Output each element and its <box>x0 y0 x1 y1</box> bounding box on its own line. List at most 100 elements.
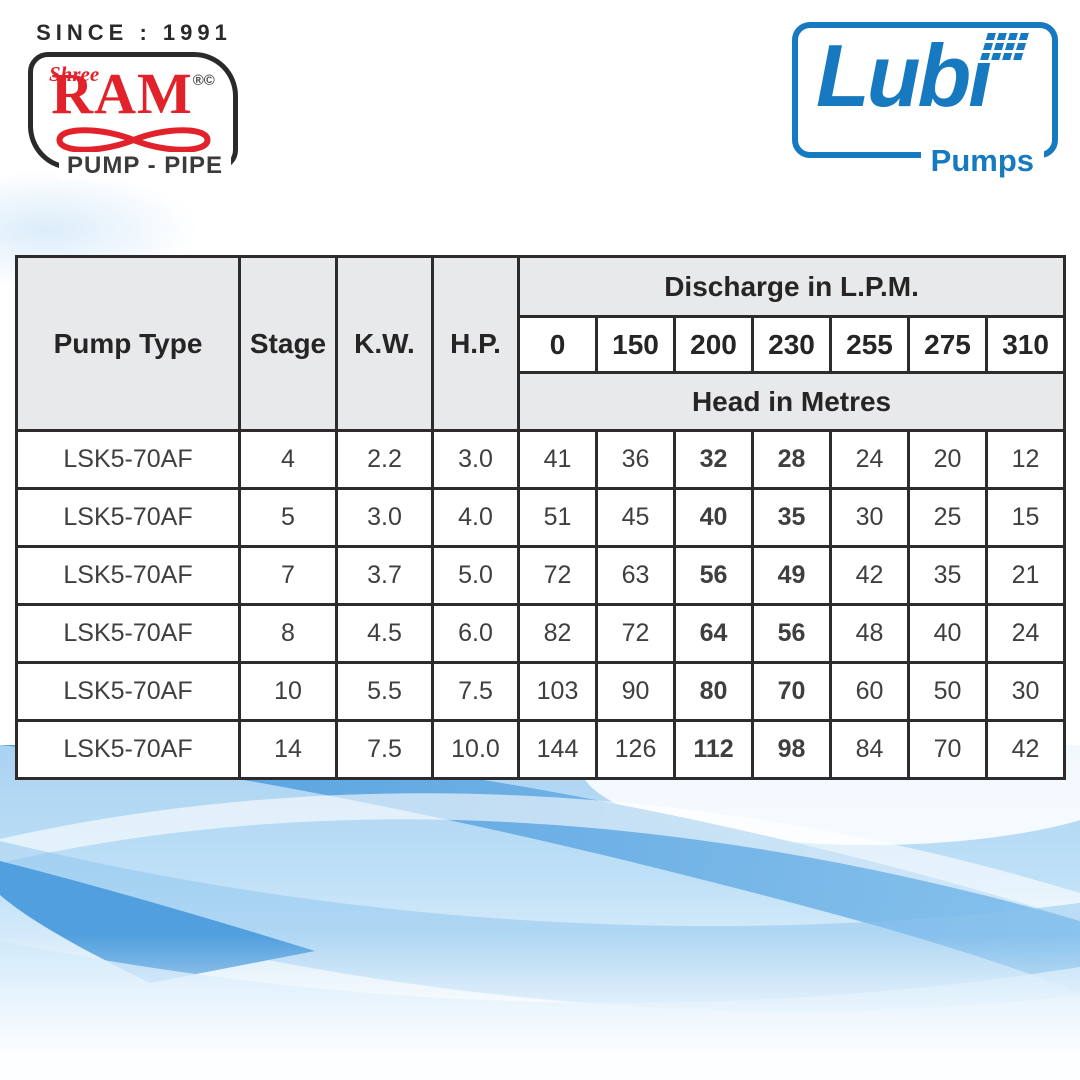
pump-type-cell: LSK5-70AF <box>15 545 241 606</box>
head-value-cell: 56 <box>673 545 754 606</box>
hp-cell: 4.0 <box>431 487 520 548</box>
discharge-tick: 150 <box>595 315 676 374</box>
head-value-cell: 45 <box>595 487 676 548</box>
head-value-cell: 70 <box>751 661 832 722</box>
table-row: LSK5-70AF 4 2.2 3.0 41 36 32 28 24 20 12 <box>15 429 1067 490</box>
table-row: LSK5-70AF 8 4.5 6.0 82 72 64 56 48 40 24 <box>15 603 1067 664</box>
kw-cell: 4.5 <box>335 603 434 664</box>
head-value-cell: 15 <box>984 487 1067 548</box>
head-value-cell: 50 <box>907 661 988 722</box>
column-header-kw: K.W. <box>335 255 434 432</box>
head-value-cell: 41 <box>517 429 598 490</box>
head-value-cell: 56 <box>751 603 832 664</box>
wave-background-graphic <box>0 745 1080 1080</box>
pump-type-cell: LSK5-70AF <box>15 487 241 548</box>
discharge-tick: 200 <box>673 315 754 374</box>
discharge-header: Discharge in L.P.M. <box>516 255 1067 318</box>
head-value-cell: 64 <box>673 603 754 664</box>
head-value-cell: 63 <box>595 545 676 606</box>
infinity-swirl-icon <box>56 127 211 153</box>
head-value-cell: 126 <box>595 719 676 780</box>
kw-cell: 7.5 <box>335 719 434 780</box>
discharge-tick: 0 <box>517 315 598 374</box>
ram-logo-box: Shree RAM®© PUMP - PIPE <box>28 52 238 180</box>
head-value-cell: 103 <box>517 661 598 722</box>
pixel-grid-icon <box>976 30 1033 63</box>
pump-type-cell: LSK5-70AF <box>15 661 241 722</box>
table-row: LSK5-70AF 7 3.7 5.0 72 63 56 49 42 35 21 <box>15 545 1067 606</box>
discharge-tick: 255 <box>829 315 910 374</box>
hp-cell: 5.0 <box>431 545 520 606</box>
ram-wordmark: RAM®© <box>51 61 215 126</box>
head-value-cell: 25 <box>907 487 988 548</box>
head-value-cell: 24 <box>829 429 910 490</box>
pumps-label: Pumps <box>920 143 1044 179</box>
column-header-hp: H.P. <box>431 255 520 432</box>
table-row: LSK5-70AF 10 5.5 7.5 103 90 80 70 60 50 30 <box>15 661 1067 722</box>
head-value-cell: 90 <box>595 661 676 722</box>
shree-script: Shree <box>49 62 100 86</box>
ram-logo: SINCE : 1991 Shree RAM®© PUMP - PIPE <box>28 20 238 180</box>
kw-cell: 3.0 <box>335 487 434 548</box>
discharge-tick: 275 <box>907 315 988 374</box>
stage-cell: 8 <box>238 603 338 664</box>
pump-pipe-tagline: PUMP - PIPE <box>59 152 231 180</box>
head-value-cell: 21 <box>984 545 1067 606</box>
head-value-cell: 24 <box>984 603 1067 664</box>
trademark-marks: ®© <box>192 72 215 89</box>
head-value-cell: 60 <box>829 661 910 722</box>
column-header-pump-type: Pump Type <box>15 255 241 432</box>
head-value-cell: 35 <box>751 487 832 548</box>
kw-cell: 5.5 <box>335 661 434 722</box>
head-value-cell: 42 <box>829 545 910 606</box>
hp-cell: 6.0 <box>431 603 520 664</box>
hp-cell: 10.0 <box>431 719 520 780</box>
head-value-cell: 51 <box>517 487 598 548</box>
hp-cell: 7.5 <box>431 661 520 722</box>
table-row: LSK5-70AF 5 3.0 4.0 51 45 40 35 30 25 15 <box>15 487 1067 548</box>
kw-cell: 3.7 <box>335 545 434 606</box>
head-value-cell: 84 <box>829 719 910 780</box>
stage-cell: 5 <box>238 487 338 548</box>
head-value-cell: 82 <box>517 603 598 664</box>
stage-cell: 14 <box>238 719 338 780</box>
head-value-cell: 42 <box>984 719 1067 780</box>
head-in-metres-header: Head in Metres <box>516 371 1067 432</box>
discharge-tick: 230 <box>751 315 832 374</box>
lubi-wordmark: Lubi <box>816 26 993 125</box>
stage-cell: 7 <box>238 545 338 606</box>
head-value-cell: 12 <box>984 429 1067 490</box>
head-value-cell: 72 <box>517 545 598 606</box>
head-value-cell: 72 <box>595 603 676 664</box>
head-value-cell: 112 <box>673 719 754 780</box>
head-value-cell: 98 <box>751 719 832 780</box>
since-label: SINCE : 1991 <box>36 20 232 45</box>
head-value-cell: 28 <box>751 429 832 490</box>
head-value-cell: 30 <box>829 487 910 548</box>
head-value-cell: 35 <box>907 545 988 606</box>
discharge-tick: 310 <box>984 315 1067 374</box>
stage-cell: 10 <box>238 661 338 722</box>
stage-cell: 4 <box>238 429 338 490</box>
table-row: LSK5-70AF 14 7.5 10.0 144 126 112 98 84 70 42 <box>15 719 1067 780</box>
column-header-stage: Stage <box>238 255 338 432</box>
head-value-cell: 32 <box>673 429 754 490</box>
head-value-cell: 48 <box>829 603 910 664</box>
hp-cell: 3.0 <box>431 429 520 490</box>
head-value-cell: 40 <box>673 487 754 548</box>
pump-type-cell: LSK5-70AF <box>15 429 241 490</box>
head-value-cell: 49 <box>751 545 832 606</box>
head-value-cell: 80 <box>673 661 754 722</box>
pump-type-cell: LSK5-70AF <box>15 719 241 780</box>
pump-type-cell: LSK5-70AF <box>15 603 241 664</box>
lubi-logo: Lubi Pumps <box>792 22 1058 179</box>
head-value-cell: 70 <box>907 719 988 780</box>
spec-table-body: LSK5-70AF 4 2.2 3.0 41 36 32 28 24 20 12 LSK5-70AF 5… <box>15 429 1067 780</box>
head-value-cell: 40 <box>907 603 988 664</box>
head-value-cell: 144 <box>517 719 598 780</box>
head-value-cell: 30 <box>984 661 1067 722</box>
head-value-cell: 20 <box>907 429 988 490</box>
head-value-cell: 36 <box>595 429 676 490</box>
kw-cell: 2.2 <box>335 429 434 490</box>
